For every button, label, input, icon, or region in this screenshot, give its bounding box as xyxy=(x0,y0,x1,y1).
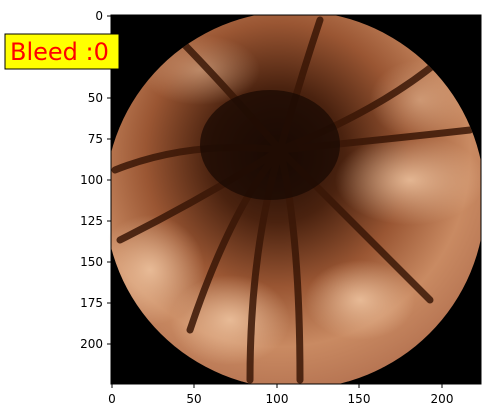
x-tick-label: 0 xyxy=(108,392,116,406)
y-tick-label: 200 xyxy=(80,337,103,351)
y-tick-label: 50 xyxy=(88,91,103,105)
y-tick-label: 175 xyxy=(80,296,103,310)
x-tick-label: 150 xyxy=(348,392,371,406)
x-tick-label: 50 xyxy=(186,392,201,406)
y-tick-label: 0 xyxy=(95,9,103,23)
x-tick-label: 100 xyxy=(266,392,289,406)
y-tick-label: 75 xyxy=(88,132,103,146)
bleed-status-badge: Bleed :0 xyxy=(4,33,120,70)
y-tick-label: 100 xyxy=(80,173,103,187)
y-tick-label: 125 xyxy=(80,214,103,228)
bleed-status-text: Bleed :0 xyxy=(10,38,109,66)
x-axis: 0 50 100 150 200 xyxy=(108,384,453,406)
axes-spines xyxy=(110,14,482,385)
x-tick-label: 200 xyxy=(431,392,454,406)
y-tick-label: 150 xyxy=(80,255,103,269)
